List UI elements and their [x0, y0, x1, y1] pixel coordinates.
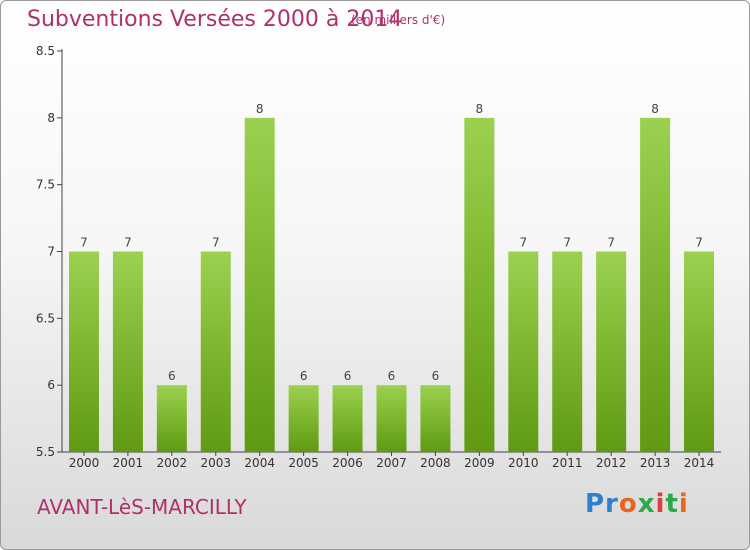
bar — [244, 117, 275, 452]
bar-value-label: 7 — [563, 236, 571, 250]
x-tick-label: 2009 — [464, 456, 495, 470]
x-tick-label: 2013 — [640, 456, 671, 470]
x-tick-label: 2011 — [552, 456, 583, 470]
x-tick-label: 2001 — [113, 456, 144, 470]
x-tick-label: 2003 — [200, 456, 231, 470]
bar — [288, 385, 319, 452]
chart-subtitle: (en milliers d'€) — [351, 13, 446, 27]
bar-value-label: 6 — [168, 369, 176, 383]
bar — [68, 251, 99, 452]
bar — [552, 251, 583, 452]
bar-value-label: 6 — [344, 369, 352, 383]
bar-value-label: 7 — [695, 236, 703, 250]
bar — [156, 385, 187, 452]
bar-value-label: 7 — [607, 236, 615, 250]
y-tick-label: 6.5 — [36, 311, 55, 325]
x-tick-label: 2002 — [157, 456, 188, 470]
bar — [464, 117, 495, 452]
bar-value-label: 6 — [432, 369, 440, 383]
bar-value-label: 6 — [300, 369, 308, 383]
bar — [508, 251, 539, 452]
x-tick-label: 2004 — [244, 456, 275, 470]
bar-value-label: 7 — [212, 236, 220, 250]
x-tick-label: 2012 — [596, 456, 627, 470]
bar-value-label: 7 — [124, 236, 132, 250]
bar — [684, 251, 715, 452]
x-tick-label: 2006 — [332, 456, 363, 470]
bar-value-label: 7 — [519, 236, 527, 250]
bar — [200, 251, 231, 452]
bar — [420, 385, 451, 452]
commune-name: AVANT-LèS-MARCILLY — [37, 495, 247, 519]
bar-value-label: 6 — [388, 369, 396, 383]
x-tick-label: 2014 — [684, 456, 715, 470]
y-tick-label: 8.5 — [36, 44, 55, 58]
y-tick-label: 6 — [47, 378, 55, 392]
bar — [640, 117, 671, 452]
x-tick-label: 2010 — [508, 456, 539, 470]
bar — [596, 251, 627, 452]
x-tick-label: 2005 — [288, 456, 319, 470]
bar-value-label: 8 — [256, 102, 264, 116]
bar-value-label: 7 — [80, 236, 88, 250]
bar — [112, 251, 143, 452]
bar-value-label: 8 — [651, 102, 659, 116]
x-tick-label: 2008 — [420, 456, 451, 470]
chart-title: Subventions Versées 2000 à 2014 — [27, 7, 403, 32]
x-tick-label: 2007 — [376, 456, 407, 470]
y-tick-label: 5.5 — [36, 445, 55, 459]
y-tick-label: 7 — [47, 245, 55, 259]
y-tick-label: 8 — [47, 111, 55, 125]
bar — [376, 385, 407, 452]
y-tick-label: 7.5 — [36, 178, 55, 192]
bar — [332, 385, 363, 452]
proxiti-logo[interactable]: Proxiti — [585, 489, 689, 519]
bar-value-label: 8 — [476, 102, 484, 116]
x-tick-label: 2000 — [69, 456, 100, 470]
